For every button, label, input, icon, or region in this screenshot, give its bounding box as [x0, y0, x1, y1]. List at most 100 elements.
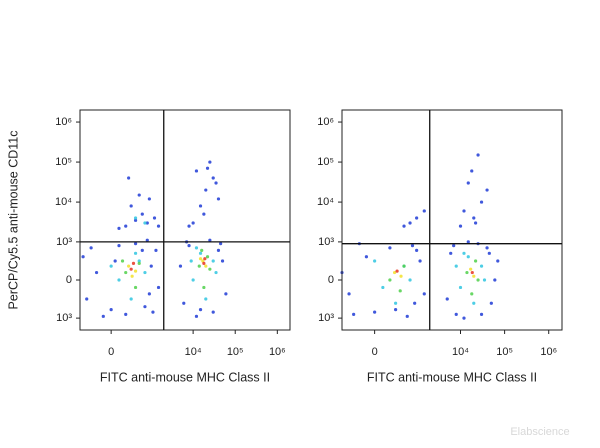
- event-dot: [485, 246, 489, 250]
- event-dot: [129, 204, 133, 208]
- event-dot: [198, 204, 203, 208]
- event-dot: [211, 259, 215, 263]
- x-tick-label: 10⁴: [452, 346, 469, 358]
- event-dot: [94, 270, 99, 275]
- y-tick-label: 10⁴: [317, 196, 334, 208]
- event-dot: [469, 267, 473, 271]
- event-dot: [129, 297, 133, 301]
- event-dot: [124, 270, 128, 275]
- y-tick-label: 10⁵: [55, 156, 72, 168]
- y-tick-label: 10⁴: [55, 196, 72, 208]
- event-dot: [224, 292, 228, 296]
- event-dot: [474, 221, 478, 225]
- event-dot: [472, 274, 476, 278]
- event-dot: [200, 248, 204, 252]
- event-dot: [347, 292, 351, 296]
- event-dot: [205, 255, 210, 259]
- event-dot: [392, 270, 397, 275]
- event-dot: [201, 259, 205, 263]
- event-dot: [151, 310, 155, 314]
- plot-frame: [341, 109, 563, 331]
- event-dot: [182, 301, 186, 305]
- event-dot: [408, 278, 412, 282]
- event-dot: [405, 314, 409, 318]
- x-tick-label: 10⁶: [540, 346, 557, 358]
- event-dot: [466, 181, 470, 185]
- event-dot: [89, 246, 93, 250]
- event-dot: [479, 264, 484, 268]
- event-dot: [470, 270, 474, 275]
- event-dot: [189, 259, 193, 263]
- event-dot: [145, 238, 149, 242]
- event-dot: [422, 209, 426, 213]
- event-dot: [458, 285, 463, 290]
- event-dot: [479, 200, 484, 204]
- event-dot: [458, 224, 463, 228]
- event-dot: [147, 197, 151, 201]
- event-dot: [133, 269, 138, 273]
- event-dot: [113, 259, 117, 263]
- event-dot: [208, 238, 212, 242]
- event-dot: [485, 188, 489, 192]
- event-dot: [410, 244, 415, 248]
- event-dot: [154, 248, 158, 252]
- event-dot: [85, 297, 89, 301]
- event-dot: [373, 310, 377, 314]
- watermark: Elabscience: [510, 426, 569, 438]
- event-dot: [454, 312, 458, 316]
- y-axis-label: PerCP/Cy5.5 anti-mouse CD11c: [6, 130, 20, 309]
- event-dot: [408, 221, 412, 225]
- event-dot: [109, 264, 113, 268]
- event-dot: [418, 259, 422, 263]
- x-tick-label: 10⁶: [269, 346, 286, 358]
- event-dot: [203, 257, 207, 261]
- event-dot: [462, 251, 466, 255]
- event-dot: [198, 257, 203, 261]
- event-dot: [204, 297, 208, 301]
- event-dot: [204, 264, 208, 268]
- event-dot: [465, 270, 469, 275]
- y-tick-label: 10³: [318, 236, 334, 248]
- event-dot: [81, 255, 85, 259]
- event-dot: [152, 216, 157, 220]
- plot: [340, 153, 500, 320]
- event-dot: [126, 176, 131, 180]
- event-dot: [140, 212, 144, 216]
- event-dot: [398, 289, 402, 293]
- event-dot: [395, 269, 399, 273]
- event-dot: [133, 285, 138, 290]
- event-dot: [149, 264, 153, 268]
- event-dot: [194, 314, 199, 318]
- event-dot: [194, 169, 199, 173]
- event-dot: [462, 209, 466, 213]
- event-dot: [191, 278, 195, 282]
- event-dot: [472, 301, 476, 305]
- y-tick-label: 10³: [318, 312, 334, 324]
- plot: [81, 160, 228, 318]
- event-dot: [191, 221, 195, 225]
- event-dot: [493, 278, 497, 282]
- event-dot: [178, 264, 183, 268]
- event-dot: [137, 261, 141, 266]
- event-dot: [101, 314, 105, 318]
- event-dot: [205, 166, 210, 170]
- event-dot: [211, 176, 215, 180]
- event-dot: [402, 264, 406, 268]
- event-dot: [208, 267, 212, 271]
- x-tick-label: 0: [108, 346, 114, 358]
- x-axis-label: FITC anti-mouse MHC Class II: [367, 370, 537, 384]
- event-dot: [394, 301, 398, 305]
- event-dot: [466, 240, 470, 244]
- event-dot: [489, 301, 493, 305]
- event-dot: [470, 169, 474, 173]
- event-dot: [129, 267, 133, 271]
- event-dot: [476, 278, 480, 282]
- event-dot: [187, 244, 191, 248]
- event-dot: [479, 312, 484, 316]
- event-dot: [143, 270, 147, 275]
- event-dot: [472, 216, 476, 220]
- event-dot: [470, 292, 474, 296]
- event-dot: [466, 255, 470, 259]
- event-dot: [124, 224, 128, 228]
- event-dot: [187, 224, 191, 228]
